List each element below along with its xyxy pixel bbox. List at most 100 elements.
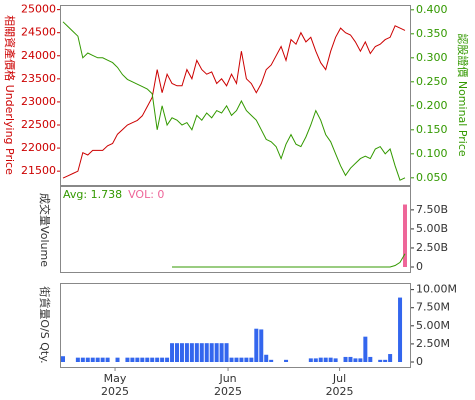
y-tick-label: 7.50M — [416, 301, 450, 314]
os-bar — [249, 357, 254, 362]
y2-tick-label: 0.250 — [416, 75, 448, 88]
os-bar — [199, 343, 204, 362]
volume-panel — [60, 186, 411, 273]
y-tick-label: 23500 — [21, 72, 56, 85]
y-tick-label: 22500 — [21, 118, 56, 131]
os-bar — [194, 343, 199, 362]
os-bar — [323, 357, 328, 362]
os-bar — [244, 357, 249, 362]
os-bar — [140, 357, 145, 362]
os-bar — [378, 359, 383, 362]
y2-tick-label: 0.100 — [416, 147, 448, 160]
y2-tick-label: 0.150 — [416, 123, 448, 136]
y2-tick-label: 0.200 — [416, 99, 448, 112]
os-bar — [219, 343, 224, 362]
os-bar — [105, 357, 110, 362]
os-bar — [61, 356, 65, 362]
y-tick-label: 5.00M — [416, 319, 450, 332]
x-tick-sublabel: 2025 — [101, 385, 129, 398]
y-tick-label: 2.50M — [416, 337, 450, 350]
os-bar — [368, 356, 373, 362]
y-tick-label: 0 — [416, 355, 423, 368]
line — [172, 253, 406, 268]
os-bar — [125, 357, 130, 362]
x-tick-label: Jun — [218, 372, 236, 385]
os-bar — [328, 357, 333, 362]
y-tick-label: 24500 — [21, 26, 56, 39]
os-bar — [75, 357, 80, 362]
os-bar — [224, 343, 229, 362]
os-bar — [209, 343, 214, 362]
os-bar — [343, 356, 348, 362]
os-bar — [363, 336, 368, 362]
os-bar — [264, 354, 269, 362]
y2-tick-label: 0.050 — [416, 171, 448, 184]
os-bar — [313, 358, 318, 362]
y-tick-label: 7.50B — [416, 203, 448, 216]
os-bar — [318, 357, 323, 362]
os-bar — [165, 357, 170, 362]
os-bar — [145, 357, 150, 362]
line — [62, 25, 406, 179]
y-tick-label: 24000 — [21, 49, 56, 62]
os-bar — [348, 356, 353, 362]
y2-tick-label: 0.300 — [416, 51, 448, 64]
os-bar — [284, 359, 289, 362]
os-bar — [214, 343, 219, 362]
y-tick-label: 5.00B — [416, 222, 448, 235]
y-axis-title: 相關資產價格 Underlying Price — [3, 15, 17, 175]
os-bar — [383, 359, 388, 362]
legend-entry: Avg: 1.738 — [63, 188, 122, 201]
price-panel — [60, 5, 411, 186]
x-tick-label: May — [104, 372, 127, 385]
volume-bar — [403, 204, 407, 267]
os-bar — [160, 357, 165, 362]
os-bar — [115, 357, 120, 362]
y-tick-label: 10.00M — [416, 283, 457, 296]
os-bar — [269, 359, 274, 362]
os-bar — [80, 357, 85, 362]
os-bar — [179, 343, 184, 362]
os-bar — [189, 343, 194, 362]
y-tick-label: 25000 — [21, 3, 56, 16]
y-tick-label: 21500 — [21, 164, 56, 177]
os-bar — [175, 343, 179, 362]
os-bar — [184, 343, 189, 362]
os-bar — [388, 354, 393, 362]
os-bar — [308, 358, 313, 362]
os-bar — [85, 357, 90, 362]
x-tick-sublabel: 2025 — [214, 385, 242, 398]
y2-axis-title: 認股證價 Nominal Price — [456, 33, 470, 157]
os-bar — [239, 357, 244, 362]
os-bar — [130, 357, 135, 362]
y2-tick-label: 0.400 — [416, 3, 448, 16]
os-bar — [155, 357, 160, 362]
y-tick-label: 2.50B — [416, 241, 448, 254]
y2-tick-label: 0.350 — [416, 27, 448, 40]
os-panel — [60, 283, 411, 368]
os-bar — [259, 329, 264, 362]
y-axis-title: 成交量Volume — [38, 193, 52, 267]
os-bar — [398, 297, 403, 362]
os-bar — [100, 357, 105, 362]
os-bar — [90, 357, 95, 362]
os-bar — [229, 357, 234, 362]
os-bar — [170, 343, 175, 362]
y-tick-label: 0 — [416, 260, 423, 273]
os-bar — [135, 357, 140, 362]
os-bar — [333, 358, 338, 362]
x-tick-sublabel: 2025 — [326, 385, 354, 398]
legend-entry: VOL: 0 — [128, 188, 164, 201]
x-tick-label: Jul — [332, 372, 346, 385]
line — [62, 21, 406, 181]
os-bar — [254, 328, 259, 362]
y-tick-label: 22000 — [21, 141, 56, 154]
os-bar — [95, 357, 100, 362]
os-bar — [358, 358, 363, 362]
os-bar — [204, 343, 209, 362]
y-tick-label: 23000 — [21, 95, 56, 108]
os-bar — [150, 357, 155, 362]
os-bar — [353, 358, 358, 362]
os-bar — [234, 357, 239, 362]
